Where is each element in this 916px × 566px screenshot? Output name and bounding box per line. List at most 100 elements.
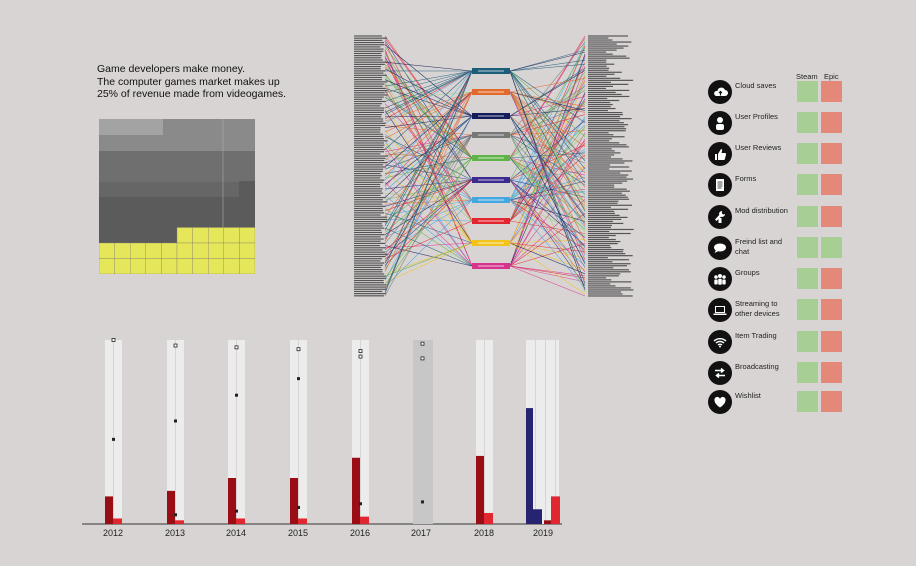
network-link <box>384 42 473 222</box>
marker-filled <box>235 393 238 397</box>
network-link <box>509 157 586 206</box>
treemap-cell <box>239 242 255 259</box>
bar <box>228 478 236 524</box>
bar <box>533 509 542 524</box>
network-hub-label <box>478 199 504 201</box>
feature-label: Streaming to other devices <box>735 299 780 318</box>
right-node-label <box>588 57 630 59</box>
right-node-label <box>588 136 625 138</box>
right-node-label <box>588 114 623 116</box>
left-node-label <box>354 159 385 162</box>
bar-track <box>114 340 122 524</box>
right-node-label <box>588 188 627 190</box>
right-node-label <box>588 263 631 265</box>
network-link <box>384 70 473 113</box>
thumbs-up-icon <box>708 142 732 166</box>
right-node-label <box>588 118 632 120</box>
network-link <box>384 192 473 201</box>
right-node-label <box>588 91 616 94</box>
marker-filled <box>112 437 115 441</box>
network-link <box>384 91 473 100</box>
right-node-label <box>588 111 623 114</box>
left-node-label <box>354 124 386 127</box>
heart-icon <box>708 390 732 414</box>
chat-bubble-icon <box>708 236 732 260</box>
network-link <box>509 242 586 252</box>
year-label: 2015 <box>288 528 308 538</box>
right-node-label <box>588 178 634 180</box>
epic-support-swatch <box>821 331 842 352</box>
feature-row: User Reviews <box>706 142 906 166</box>
steam-support-swatch <box>797 299 818 320</box>
right-node-label <box>588 45 629 47</box>
feature-row: Mod distribution <box>706 205 906 229</box>
network-hub-label <box>478 157 504 159</box>
year-label: 2017 <box>411 528 431 538</box>
network-link <box>509 134 586 262</box>
left-node-label <box>354 275 386 277</box>
network-hub-label <box>478 115 504 117</box>
marker-filled <box>359 502 362 506</box>
left-node-label <box>354 168 384 170</box>
network-link <box>384 77 473 159</box>
right-node-label <box>588 152 621 154</box>
network-link <box>384 91 473 168</box>
network-link <box>509 179 586 194</box>
network-link <box>509 70 586 212</box>
game-store-network <box>354 35 634 297</box>
treemap-cell <box>192 227 209 244</box>
left-node-label <box>354 96 384 98</box>
right-node-label <box>588 168 610 170</box>
network-link <box>509 134 586 164</box>
network-link <box>509 84 586 201</box>
network-link <box>384 70 473 242</box>
right-node-label <box>588 97 608 100</box>
left-node-label <box>354 59 383 61</box>
right-node-label <box>588 228 634 231</box>
network-link <box>509 58 586 201</box>
network-link <box>384 83 473 244</box>
right-node-label <box>588 122 624 124</box>
year-label: 2012 <box>103 528 123 538</box>
left-node-label <box>354 131 381 133</box>
left-node-label <box>354 214 381 216</box>
left-node-label <box>354 87 386 89</box>
network-link <box>509 91 586 196</box>
right-node-label <box>588 93 622 96</box>
left-node-label <box>354 55 382 57</box>
network-link <box>509 157 586 248</box>
right-node-label <box>588 105 611 108</box>
year-label: 2019 <box>533 528 553 538</box>
left-node-label <box>354 225 383 227</box>
left-node-label <box>354 236 381 238</box>
right-node-label <box>588 83 629 85</box>
right-node-label <box>588 273 621 275</box>
swap-arrows-icon <box>708 361 732 385</box>
network-link <box>509 91 586 210</box>
right-node-label <box>588 194 626 196</box>
marker-filled <box>297 377 300 381</box>
steam-support-swatch <box>797 206 818 227</box>
bar-track <box>228 340 236 524</box>
left-node-label <box>354 170 383 172</box>
network-link <box>384 57 473 181</box>
right-node-label <box>588 190 630 192</box>
bar-group-2015: 2015 <box>288 340 308 538</box>
right-node-label <box>588 101 611 104</box>
right-node-label <box>588 156 612 158</box>
treemap-cell <box>176 258 193 274</box>
right-node-label <box>588 35 629 37</box>
steam-support-swatch <box>797 331 818 352</box>
left-node-label <box>354 50 384 52</box>
left-node-label <box>354 70 386 72</box>
right-node-label <box>588 116 621 118</box>
bar-track <box>556 340 559 524</box>
network-link <box>384 157 473 233</box>
right-node-label <box>588 287 631 289</box>
treemap-cell <box>145 258 162 274</box>
network-link <box>509 134 586 268</box>
bar-track <box>299 340 307 524</box>
right-node-label <box>588 130 626 132</box>
left-node-label <box>354 48 384 50</box>
network-link <box>509 190 586 201</box>
